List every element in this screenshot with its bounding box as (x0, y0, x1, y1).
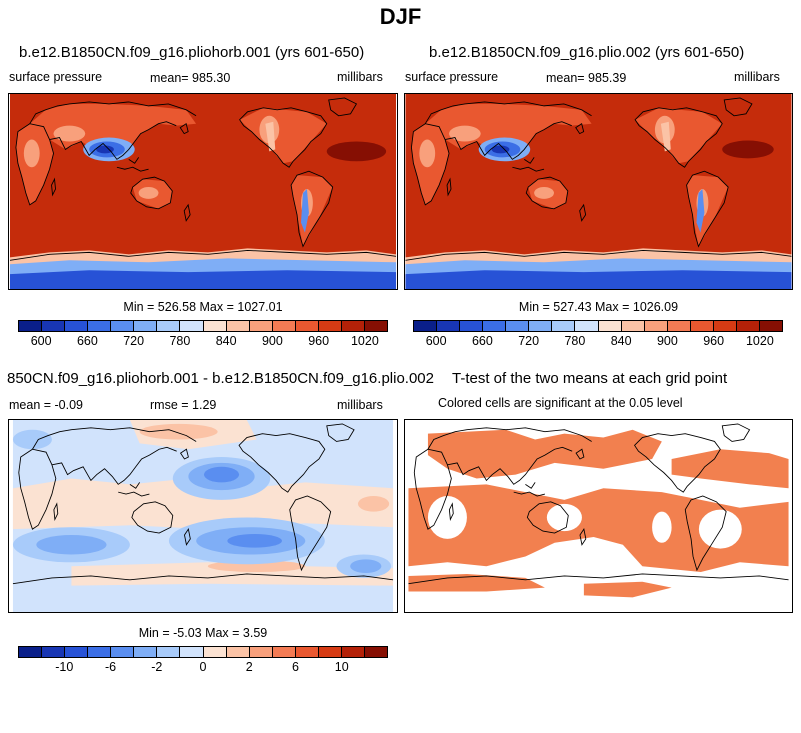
colorbar-swatch (690, 321, 714, 331)
mean-label-top-right: mean= 985.39 (546, 71, 627, 85)
colorbar-swatch (157, 647, 181, 657)
colorbar-swatch (341, 647, 365, 657)
colorbar-top-right (413, 320, 783, 332)
colorbar-swatch (42, 321, 66, 331)
colorbar-tick-label: 1020 (350, 334, 379, 348)
colorbar-swatch (598, 321, 622, 331)
colorbar-tick-label: 660 (471, 334, 493, 348)
main-title: DJF (379, 4, 422, 29)
colorbar-swatch (134, 647, 158, 657)
colorbar-tick-label: 900 (261, 334, 283, 348)
colorbar-tick-label: 780 (564, 334, 586, 348)
colorbar-swatch (157, 321, 181, 331)
colorbar-swatch (364, 647, 387, 657)
colorbar-swatch (644, 321, 668, 331)
colorbar-swatch (552, 321, 576, 331)
colorbar-tick-label: 720 (123, 334, 145, 348)
colorbar-swatch (249, 647, 273, 657)
colorbar-swatch (460, 321, 484, 331)
colorbar-tick-label: 6 (292, 660, 299, 674)
colorbar-swatch (226, 647, 250, 657)
map-bottom-left (8, 419, 398, 613)
colorbar-tick-label: 10 (334, 660, 349, 674)
units-label-bottom-left: millibars (337, 398, 383, 412)
colorbar-tick-label: 0 (199, 660, 207, 674)
colorbar-top-left (18, 320, 388, 332)
colorbar-swatch (42, 647, 66, 657)
colorbar-bottom-left (18, 646, 388, 658)
minmax-bottom-left: Min = -5.03 Max = 3.59 (138, 626, 268, 640)
colorbar-swatch (318, 647, 342, 657)
colorbar-tick-label: 1020 (745, 334, 774, 348)
variable-label-top-left: surface pressure (9, 70, 103, 84)
panel-title-bottom-left: 850CN.f09_g16.pliohorb.001 - b.e12.B1850… (7, 370, 434, 387)
map-top-left (8, 93, 398, 290)
colorbar-tick-label: 900 (656, 334, 678, 348)
colorbar-tick-label: 840 (610, 334, 632, 348)
colorbar-swatch (621, 321, 645, 331)
minmax-top-left: Min = 526.58 Max = 1027.01 (123, 300, 283, 314)
colorbar-swatch (88, 647, 112, 657)
colorbar-swatch (575, 321, 599, 331)
colorbar-tick-label: 600 (30, 334, 52, 348)
colorbar-swatch (529, 321, 553, 331)
colorbar-swatch (736, 321, 760, 331)
panel-title-top-right: b.e12.B1850CN.f09_g16.plio.002 (yrs 601-… (429, 44, 745, 61)
colorbar-tick-label: 960 (703, 334, 725, 348)
colorbar-swatch (203, 321, 227, 331)
colorbar-swatch (272, 647, 296, 657)
colorbar-swatch (249, 321, 273, 331)
panel-title-bottom-right: T-test of the two means at each grid poi… (452, 370, 728, 387)
colorbar-swatch (19, 321, 43, 331)
colorbar-swatch (272, 321, 296, 331)
colorbar-swatch (111, 647, 135, 657)
panel-title-top-left: b.e12.B1850CN.f09_g16.pliohorb.001 (yrs … (19, 44, 365, 61)
colorbar-swatch (203, 647, 227, 657)
colorbar-swatch (111, 321, 135, 331)
colorbar-tick-label: 2 (245, 660, 253, 674)
mean-label-top-left: mean= 985.30 (150, 71, 231, 85)
colorbar-tick-label: -6 (104, 660, 117, 674)
panel-subtitle-bottom-right: Colored cells are significant at the 0.0… (438, 396, 683, 410)
colorbar-swatch (134, 321, 158, 331)
colorbar-swatch (318, 321, 342, 331)
colorbar-swatch (226, 321, 250, 331)
colorbar-swatch (19, 647, 43, 657)
colorbar-swatch (180, 321, 204, 331)
variable-label-top-right: surface pressure (405, 70, 499, 84)
colorbar-swatch (341, 321, 365, 331)
colorbar-swatch (88, 321, 112, 331)
colorbar-tick-label: 840 (215, 334, 237, 348)
colorbar-tick-label: 660 (76, 334, 98, 348)
colorbar-swatch (667, 321, 691, 331)
colorbar-tick-label: 780 (169, 334, 191, 348)
colorbar-swatch (437, 321, 461, 331)
minmax-top-right: Min = 527.43 Max = 1026.09 (518, 300, 679, 314)
colorbar-swatch (364, 321, 387, 331)
colorbar-swatch (65, 321, 89, 331)
colorbar-swatch (65, 647, 89, 657)
colorbar-tick-label: 960 (308, 334, 330, 348)
mean-label-bottom-left: mean = -0.09 (9, 398, 84, 412)
colorbar-swatch (295, 321, 319, 331)
colorbar-tick-label: 720 (518, 334, 540, 348)
colorbar-swatch (759, 321, 782, 331)
colorbar-swatch (506, 321, 530, 331)
colorbar-swatch (483, 321, 507, 331)
colorbar-tick-label: -10 (55, 660, 74, 674)
colorbar-tick-label: -2 (151, 660, 163, 674)
colorbar-swatch (180, 647, 204, 657)
colorbar-tick-label: 600 (425, 334, 447, 348)
units-label-top-left: millibars (337, 70, 383, 84)
units-label-top-right: millibars (734, 70, 780, 84)
map-top-right (404, 93, 793, 290)
colorbar-swatch (414, 321, 438, 331)
map-bottom-right (404, 419, 793, 613)
rmse-label-bottom-left: rmse = 1.29 (150, 398, 217, 412)
colorbar-swatch (713, 321, 737, 331)
colorbar-swatch (295, 647, 319, 657)
